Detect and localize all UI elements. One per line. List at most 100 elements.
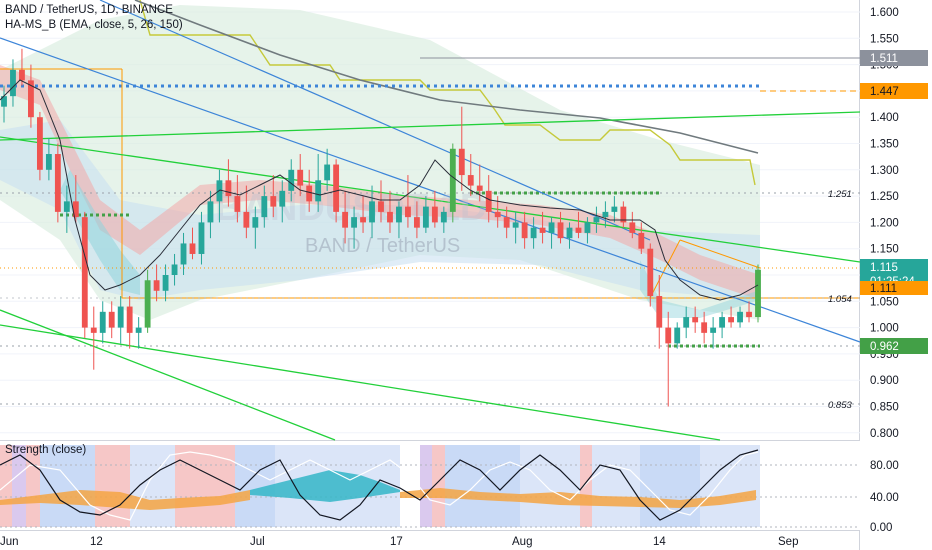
osc-orange-area-2 [400,488,756,508]
candle-body [306,185,313,202]
price-tick-label: 0.800 [870,428,899,440]
osc-band [592,445,640,527]
time-axis[interactable]: Jun 12 Jul 17 Aug 14 Sep [0,536,798,548]
candle-body [54,154,61,212]
candle-body [710,327,717,333]
orange-ext [649,239,681,299]
candle-body [234,196,241,212]
last-price-text: 1.115 [870,262,898,274]
trendline-blue-2 [99,0,651,241]
oscillator-title[interactable]: Strength (close) [5,444,86,456]
candle-body [746,311,752,318]
candle-body [656,296,663,328]
candle-body [315,180,322,202]
tag-0962: 0.962 [860,338,928,354]
candle-body [674,327,681,344]
osc-teal-area [250,470,400,502]
osc-band [0,445,12,527]
osc-band [580,445,592,527]
candle-body [467,175,474,186]
time-label-aug: Aug [512,536,532,548]
price-tick-label: 1.350 [870,139,899,151]
candle-body [180,243,187,265]
time-label-jun: Jun [0,536,19,548]
candle-body [449,148,456,212]
candle-body [126,306,133,333]
candle-body [719,317,726,328]
candle-body [539,227,546,233]
oscillator-pane: Strength (close) 80.00 40.00 0.00 [0,441,899,534]
price-tick-label: 1.550 [870,33,899,45]
candle-body [342,211,349,228]
candle-body [620,206,627,223]
candle-body [153,280,160,291]
price-tick-label: 0.850 [870,402,899,414]
osc-band [40,445,95,527]
candle-body [279,190,286,207]
candle-body [333,164,340,212]
candle-body [144,280,151,328]
candle-body [485,190,492,212]
price-tick-label: 1.300 [870,165,899,177]
osc-band [175,445,235,527]
time-label-12: 12 [90,536,103,548]
candle-body [530,227,537,239]
watermark-pair: BAND / TetherUS [305,235,460,257]
price-tick-label: 1.050 [870,296,899,308]
candle-body [396,206,402,223]
time-label-17: 17 [390,536,403,548]
candles [1,48,761,407]
candle-body [737,311,743,323]
candle-body [503,217,510,228]
time-label-jul: Jul [250,536,265,548]
osc-tick-0: 0.00 [870,522,892,534]
ema-black-line [0,79,759,301]
price-tick-label: 1.000 [870,323,899,335]
candle-body [108,311,115,328]
candle-body [99,311,106,333]
fib-label-0853: 0.853 [828,400,852,411]
candle-body [81,217,88,328]
trendline-green-top [0,111,861,141]
candle-body [36,117,43,170]
candle-body [405,206,411,218]
price-tick-label: 1.600 [870,7,899,19]
price-tick-label: 0.900 [870,375,899,387]
candle-body [243,211,250,228]
candle-body [413,217,420,228]
ema-teal-band-2 [640,260,760,318]
candle-body [162,275,169,291]
candle-body [351,217,357,228]
ema-gray-line [134,0,759,154]
candle-body [593,217,600,223]
candle-body [575,227,582,233]
candle-body [548,222,555,233]
candle-body [252,217,259,228]
osc-band [640,445,700,527]
trendline-blue-1 [0,37,861,343]
osc-band [26,445,40,527]
trendline-green-low-2 [0,324,721,441]
candle-body [557,222,564,239]
candle-body [494,211,501,218]
candle-body [189,243,196,254]
candle-body [566,227,573,239]
candle-body [261,196,268,218]
osc-tick-40: 40.00 [870,492,899,504]
candle-body [198,222,205,254]
candle-body [171,264,178,275]
ema-teal-band [60,170,140,295]
tag-1511: 1.511 [860,50,928,66]
candle-body [225,180,232,197]
candle-body [207,201,214,223]
osc-band [445,445,520,527]
symbol-title[interactable]: BAND / TetherUS, 1D, BINANCE [5,4,173,16]
candle-body [45,154,52,170]
candle-body [369,201,375,223]
indicator-title[interactable]: HA-MS_B (EMA, close, 5, 26, 150) [5,19,183,31]
candle-body [647,248,654,297]
candle-body [10,69,16,97]
osc-band [700,445,760,527]
